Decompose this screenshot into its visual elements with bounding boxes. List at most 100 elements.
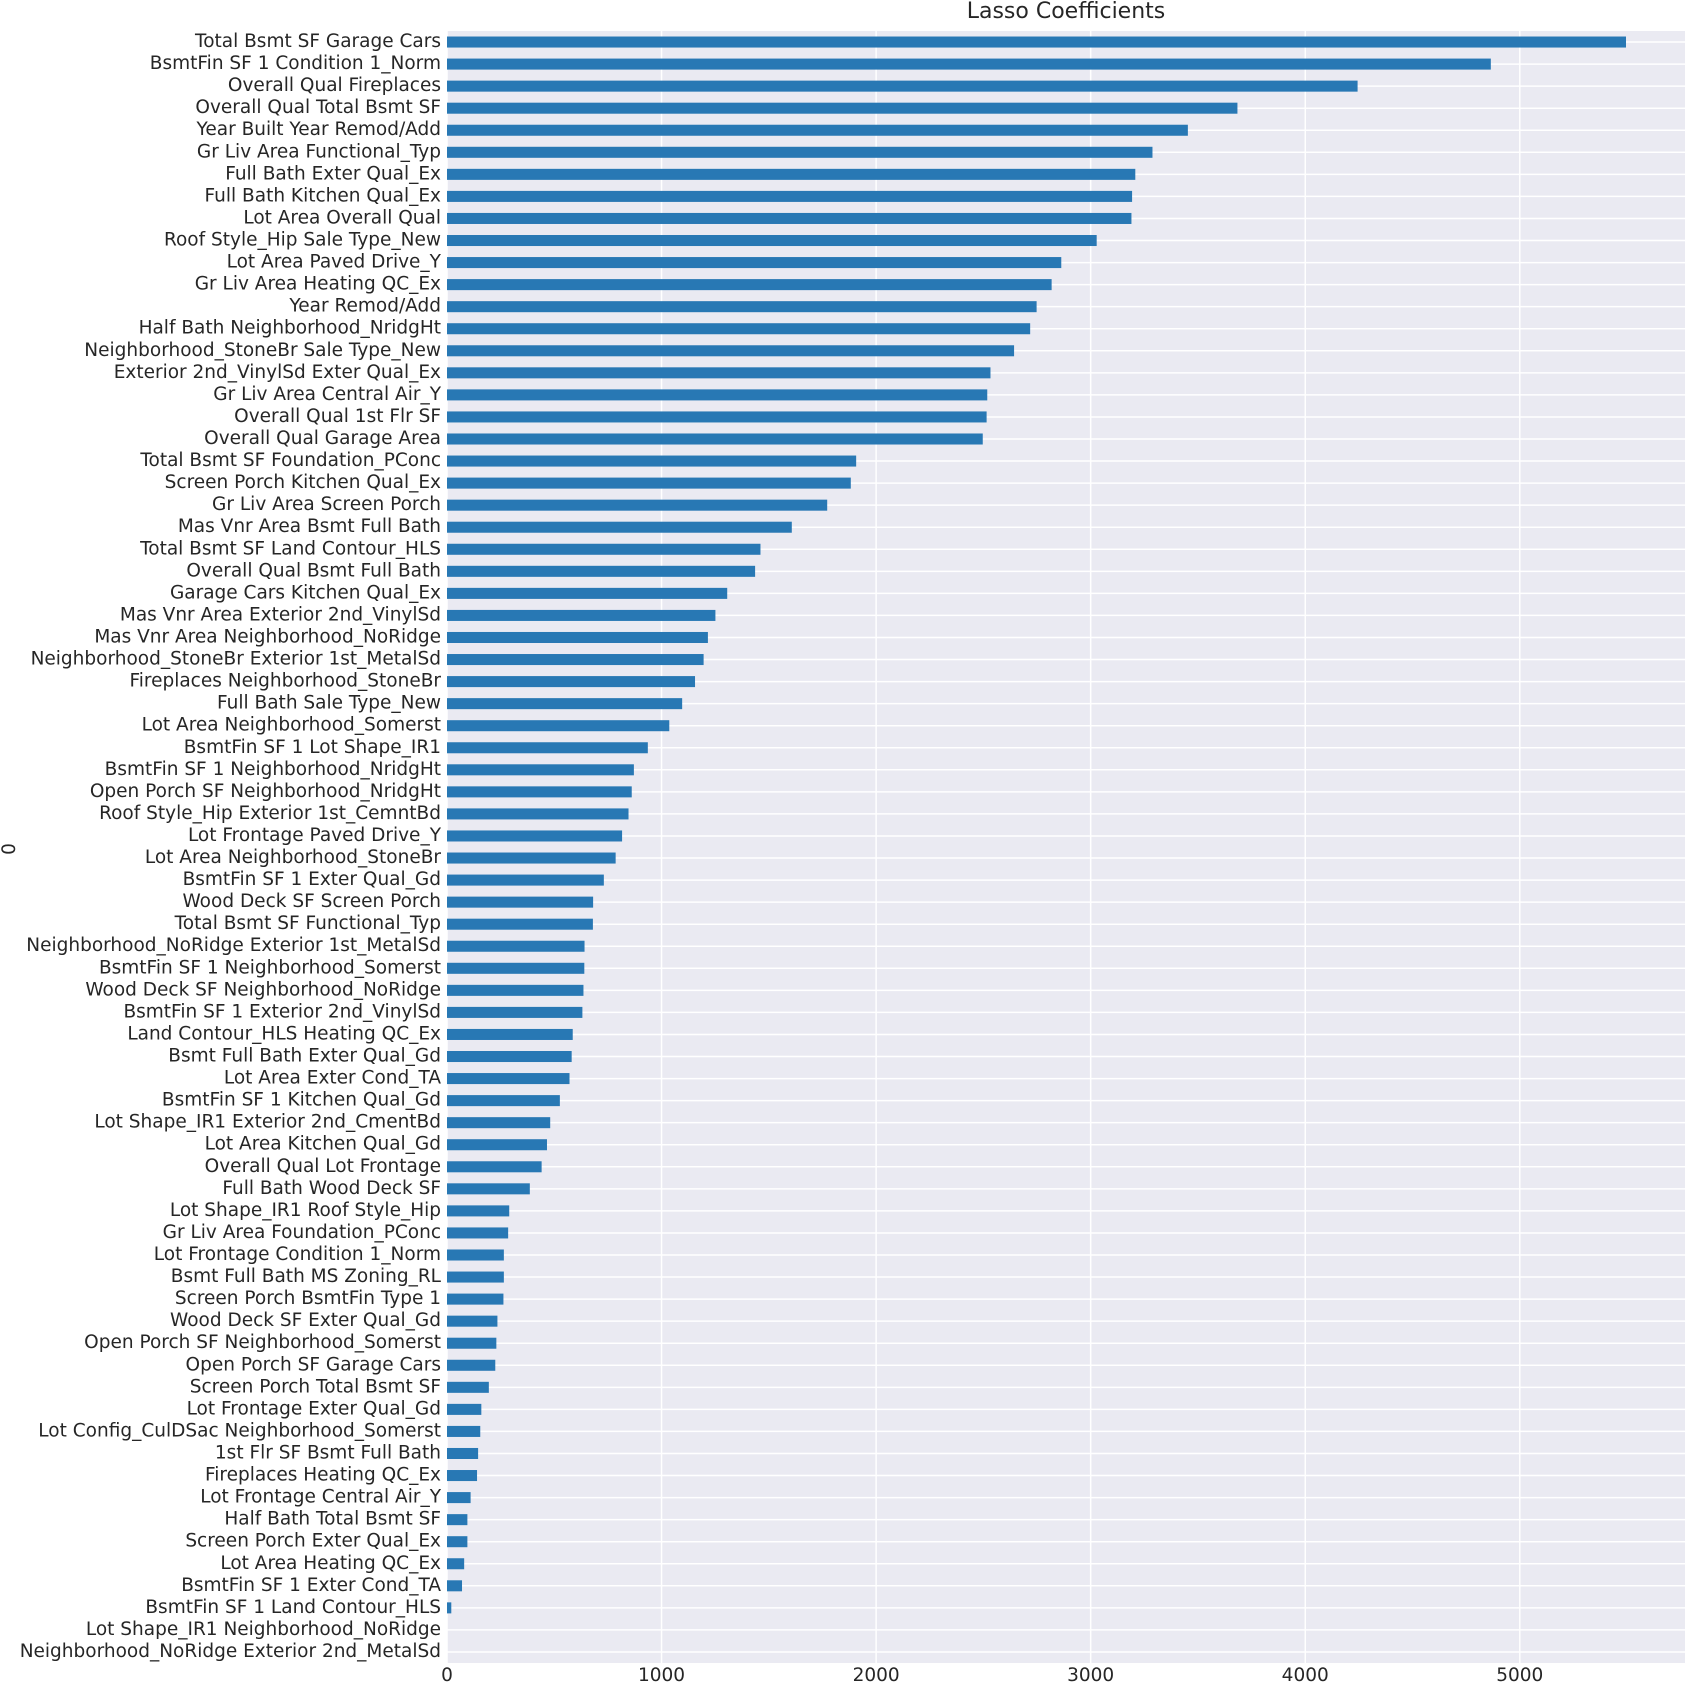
y-tick-label: Overall Qual 1st Flr SF xyxy=(234,406,441,427)
bar xyxy=(447,499,828,511)
bar xyxy=(447,455,857,467)
bar xyxy=(447,654,704,666)
bar xyxy=(447,631,708,643)
y-tick-label: Mas Vnr Area Exterior 2nd_VinylSd xyxy=(120,604,441,625)
bar xyxy=(447,433,983,445)
bar xyxy=(447,1470,478,1482)
bar xyxy=(447,235,1097,247)
y-tick-label: BsmtFin SF 1 Condition 1_Norm xyxy=(150,53,441,74)
bar xyxy=(447,1249,504,1261)
y-tick-label: Fireplaces Heating QC_Ex xyxy=(205,1465,441,1486)
bar xyxy=(447,742,648,754)
y-tick-label: Neighborhood_NoRidge Exterior 2nd_MetalS… xyxy=(20,1641,441,1662)
bar xyxy=(447,764,634,776)
y-tick-label: Garage Cars Kitchen Qual_Ex xyxy=(170,582,441,603)
y-tick-label: Open Porch SF Neighborhood_Somerst xyxy=(84,1332,441,1353)
y-tick-label: Screen Porch Kitchen Qual_Ex xyxy=(165,472,441,493)
y-tick-label: Lot Area Neighborhood_Somerst xyxy=(142,715,441,736)
y-tick-label: Lot Area Neighborhood_StoneBr xyxy=(145,847,442,868)
y-tick-label: Land Contour_HLS Heating QC_Ex xyxy=(127,1023,441,1044)
y-tick-label: Gr Liv Area Functional_Typ xyxy=(197,141,441,162)
y-tick-label: Neighborhood_StoneBr Sale Type_New xyxy=(84,340,441,361)
y-tick-label: Gr Liv Area Screen Porch xyxy=(212,494,441,515)
bar xyxy=(447,367,991,379)
bar xyxy=(447,1117,551,1129)
bar xyxy=(447,1051,572,1063)
bar xyxy=(447,874,604,886)
bar xyxy=(447,1602,452,1614)
y-tick-label: Lot Area Kitchen Qual_Gd xyxy=(205,1134,441,1155)
bar xyxy=(447,1536,468,1548)
x-tick-label: 0 xyxy=(441,1665,453,1685)
y-tick-label: Neighborhood_NoRidge Exterior 1st_MetalS… xyxy=(26,935,441,956)
y-tick-label: Half Bath Neighborhood_NridgHt xyxy=(139,318,441,339)
bar xyxy=(447,80,1358,92)
bar xyxy=(447,587,728,599)
y-tick-label: Full Bath Exter Qual_Ex xyxy=(225,163,441,184)
bar xyxy=(447,1161,542,1173)
y-tick-label: Open Porch SF Garage Cars xyxy=(186,1354,441,1375)
y-tick-label: BsmtFin SF 1 Lot Shape_IR1 xyxy=(184,737,441,758)
bar xyxy=(447,1425,481,1437)
y-tick-label: Wood Deck SF Screen Porch xyxy=(182,891,441,912)
y-tick-label: Gr Liv Area Foundation_PConc xyxy=(163,1222,441,1243)
y-tick-label: Lot Shape_IR1 Neighborhood_NoRidge xyxy=(86,1619,441,1640)
y-tick-label: BsmtFin SF 1 Land Contour_HLS xyxy=(145,1597,441,1618)
y-tick-label: BsmtFin SF 1 Exterior 2nd_VinylSd xyxy=(123,1001,441,1022)
y-tick-label: Lot Frontage Paved Drive_Y xyxy=(188,825,442,846)
bar xyxy=(447,720,670,732)
bar xyxy=(447,411,987,423)
y-tick-label: Lot Area Overall Qual xyxy=(243,207,441,228)
y-tick-label: BsmtFin SF 1 Neighborhood_Somerst xyxy=(99,957,441,978)
y-tick-label: Half Bath Total Bsmt SF xyxy=(224,1509,441,1530)
bar xyxy=(447,1514,468,1526)
bar xyxy=(447,1492,471,1504)
bar xyxy=(447,257,1062,269)
y-tick-label: Open Porch SF Neighborhood_NridgHt xyxy=(90,781,441,802)
bar xyxy=(447,984,584,996)
bar xyxy=(447,896,594,908)
bar xyxy=(447,279,1052,291)
y-axis-label: 0 xyxy=(0,843,20,855)
bar xyxy=(447,918,593,930)
y-tick-label: Bsmt Full Bath MS Zoning_RL xyxy=(171,1266,442,1287)
bar xyxy=(447,1447,479,1459)
y-tick-label: Screen Porch BsmtFin Type 1 xyxy=(175,1288,441,1309)
bar xyxy=(447,1337,497,1349)
y-tick-label: Overall Qual Total Bsmt SF xyxy=(195,97,441,118)
y-tick-label: Overall Qual Garage Area xyxy=(204,428,441,449)
bar xyxy=(447,212,1132,224)
bar xyxy=(447,1381,489,1393)
y-tick-label: Total Bsmt SF Land Contour_HLS xyxy=(139,538,441,559)
y-tick-label: Lot Shape_IR1 Exterior 2nd_CmentBd xyxy=(94,1112,441,1133)
y-tick-label: Mas Vnr Area Neighborhood_NoRidge xyxy=(94,626,441,647)
bar xyxy=(447,543,761,555)
bar xyxy=(447,1315,498,1327)
y-tick-label: Overall Qual Bsmt Full Bath xyxy=(186,560,441,581)
chart-title: Lasso Coefficients xyxy=(967,0,1166,24)
y-tick-label: BsmtFin SF 1 Exter Qual_Gd xyxy=(183,869,441,890)
x-tick-label: 5000 xyxy=(1496,1665,1543,1685)
bar xyxy=(447,1028,573,1040)
bar xyxy=(447,1227,509,1239)
y-tick-label: Mas Vnr Area Bsmt Full Bath xyxy=(178,516,441,537)
bar xyxy=(447,1558,465,1570)
y-tick-label: Full Bath Sale Type_New xyxy=(217,693,441,714)
bar xyxy=(447,852,616,864)
y-tick-label: Exterior 2nd_VinylSd Exter Qual_Ex xyxy=(114,362,441,383)
y-tick-label: Gr Liv Area Heating QC_Ex xyxy=(195,274,441,295)
bar xyxy=(447,36,1626,48)
y-tick-label: Roof Style_Hip Exterior 1st_CemntBd xyxy=(99,803,441,824)
bar xyxy=(447,102,1238,114)
y-tick-label: Overall Qual Lot Frontage xyxy=(205,1156,441,1177)
x-tick-label: 2000 xyxy=(853,1665,900,1685)
bar xyxy=(447,521,792,533)
y-tick-label: Lot Area Exter Cond_TA xyxy=(224,1068,441,1089)
y-tick-label: Overall Qual Fireplaces xyxy=(228,75,441,96)
x-tick-label: 4000 xyxy=(1282,1665,1329,1685)
y-tick-label: Wood Deck SF Exter Qual_Gd xyxy=(170,1310,441,1331)
y-tick-label: Lot Area Heating QC_Ex xyxy=(220,1553,441,1574)
y-tick-label: Gr Liv Area Central Air_Y xyxy=(213,384,441,405)
y-tick-label: Lot Shape_IR1 Roof Style_Hip xyxy=(170,1200,441,1221)
